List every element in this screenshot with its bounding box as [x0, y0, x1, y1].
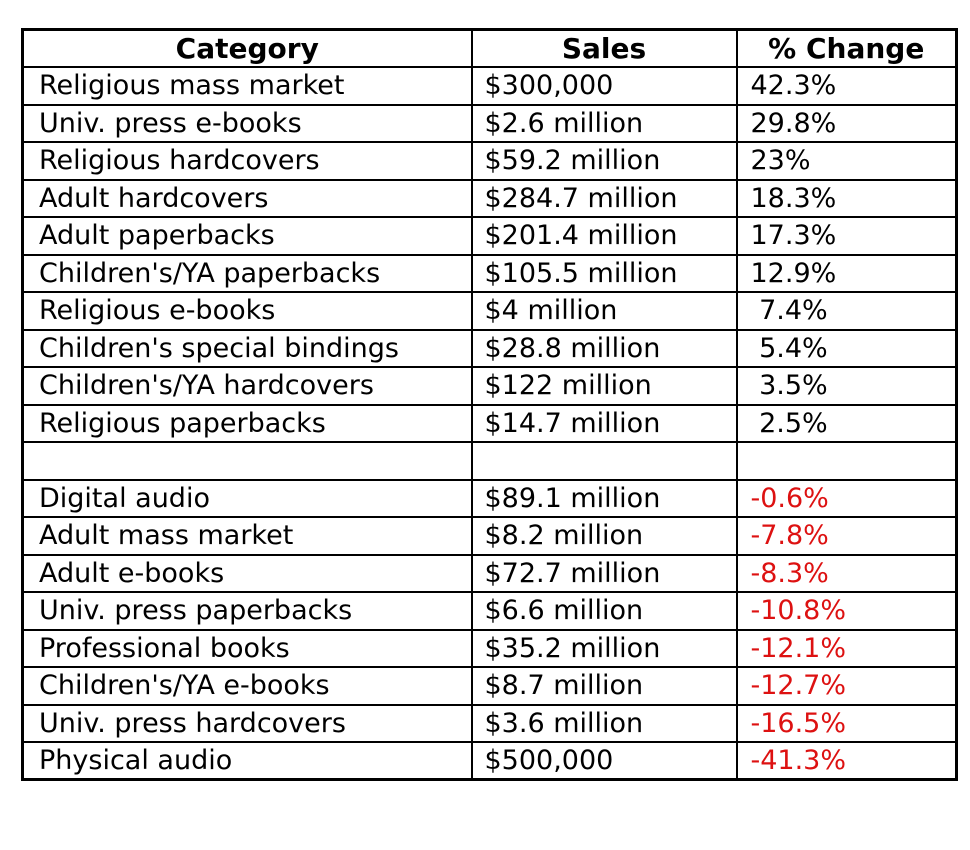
- sales-cell: $2.6 million: [470, 103, 738, 143]
- sales-cell: $14.7 million: [470, 403, 738, 443]
- sales-cell: $300,000: [470, 66, 738, 106]
- change-cell: -41.3%: [735, 741, 958, 781]
- category-cell: [21, 441, 473, 481]
- sales-change-table-container: Category Sales % Change Religious mass m…: [21, 28, 958, 781]
- category-cell: Religious paperbacks: [21, 403, 473, 443]
- sales-cell: $8.2 million: [470, 516, 738, 556]
- category-cell: Children's special bindings: [21, 328, 473, 368]
- header-sales: Sales: [470, 28, 738, 68]
- change-cell: -12.7%: [735, 666, 958, 706]
- sales-cell: $4 million: [470, 291, 738, 331]
- table-row: Religious hardcovers $59.2 million 23%: [21, 141, 958, 181]
- category-cell: Adult paperbacks: [21, 216, 473, 256]
- change-cell: -0.6%: [735, 478, 958, 518]
- table-row: Univ. press e-books $2.6 million 29.8%: [21, 103, 958, 143]
- table-row: Religious e-books $4 million 7.4%: [21, 291, 958, 331]
- category-cell: Adult e-books: [21, 553, 473, 593]
- sales-cell: $6.6 million: [470, 591, 738, 631]
- category-cell: Children's/YA hardcovers: [21, 366, 473, 406]
- change-cell: -10.8%: [735, 591, 958, 631]
- category-cell: Professional books: [21, 628, 473, 668]
- category-cell: Children's/YA paperbacks: [21, 253, 473, 293]
- table-row: Children's/YA e-books $8.7 million -12.7…: [21, 666, 958, 706]
- header-percent-change: % Change: [735, 28, 958, 68]
- table-row: Univ. press hardcovers $3.6 million -16.…: [21, 703, 958, 743]
- table-row: Adult paperbacks $201.4 million 17.3%: [21, 216, 958, 256]
- category-cell: Children's/YA e-books: [21, 666, 473, 706]
- table-row: Children's special bindings $28.8 millio…: [21, 328, 958, 368]
- table-row: Religious mass market $300,000 42.3%: [21, 66, 958, 106]
- category-cell: Religious e-books: [21, 291, 473, 331]
- category-cell: Religious hardcovers: [21, 141, 473, 181]
- table-row: Univ. press paperbacks $6.6 million -10.…: [21, 591, 958, 631]
- table-row: Adult hardcovers $284.7 million 18.3%: [21, 178, 958, 218]
- sales-cell: $72.7 million: [470, 553, 738, 593]
- sales-cell: $284.7 million: [470, 178, 738, 218]
- sales-cell: $89.1 million: [470, 478, 738, 518]
- sales-change-table: Category Sales % Change Religious mass m…: [21, 28, 958, 781]
- change-cell: 7.4%: [735, 291, 958, 331]
- header-category: Category: [21, 28, 473, 68]
- sales-cell: [470, 441, 738, 481]
- table-row: Adult mass market $8.2 million -7.8%: [21, 516, 958, 556]
- table-row: Professional books $35.2 million -12.1%: [21, 628, 958, 668]
- sales-cell: $105.5 million: [470, 253, 738, 293]
- table-row: Physical audio $500,000 -41.3%: [21, 741, 958, 781]
- change-cell: 29.8%: [735, 103, 958, 143]
- change-cell: 23%: [735, 141, 958, 181]
- category-cell: Univ. press e-books: [21, 103, 473, 143]
- change-cell: 5.4%: [735, 328, 958, 368]
- table-row: Religious paperbacks $14.7 million 2.5%: [21, 403, 958, 443]
- change-cell: -7.8%: [735, 516, 958, 556]
- category-cell: Religious mass market: [21, 66, 473, 106]
- change-cell: -8.3%: [735, 553, 958, 593]
- change-cell: 3.5%: [735, 366, 958, 406]
- sales-cell: $201.4 million: [470, 216, 738, 256]
- change-cell: 42.3%: [735, 66, 958, 106]
- sales-cell: $8.7 million: [470, 666, 738, 706]
- table-row: Children's/YA hardcovers $122 million 3.…: [21, 366, 958, 406]
- change-cell: [735, 441, 958, 481]
- sales-cell: $500,000: [470, 741, 738, 781]
- change-cell: 2.5%: [735, 403, 958, 443]
- sales-cell: $28.8 million: [470, 328, 738, 368]
- separator-row: [21, 441, 958, 481]
- table-row: Children's/YA paperbacks $105.5 million …: [21, 253, 958, 293]
- change-cell: -16.5%: [735, 703, 958, 743]
- category-cell: Adult mass market: [21, 516, 473, 556]
- change-cell: -12.1%: [735, 628, 958, 668]
- change-cell: 18.3%: [735, 178, 958, 218]
- sales-cell: $59.2 million: [470, 141, 738, 181]
- category-cell: Digital audio: [21, 478, 473, 518]
- sales-cell: $35.2 million: [470, 628, 738, 668]
- category-cell: Univ. press paperbacks: [21, 591, 473, 631]
- category-cell: Physical audio: [21, 741, 473, 781]
- sales-cell: $3.6 million: [470, 703, 738, 743]
- change-cell: 17.3%: [735, 216, 958, 256]
- sales-cell: $122 million: [470, 366, 738, 406]
- category-cell: Adult hardcovers: [21, 178, 473, 218]
- category-cell: Univ. press hardcovers: [21, 703, 473, 743]
- table-row: Digital audio $89.1 million -0.6%: [21, 478, 958, 518]
- change-cell: 12.9%: [735, 253, 958, 293]
- table-row: Adult e-books $72.7 million -8.3%: [21, 553, 958, 593]
- header-row: Category Sales % Change: [21, 28, 958, 68]
